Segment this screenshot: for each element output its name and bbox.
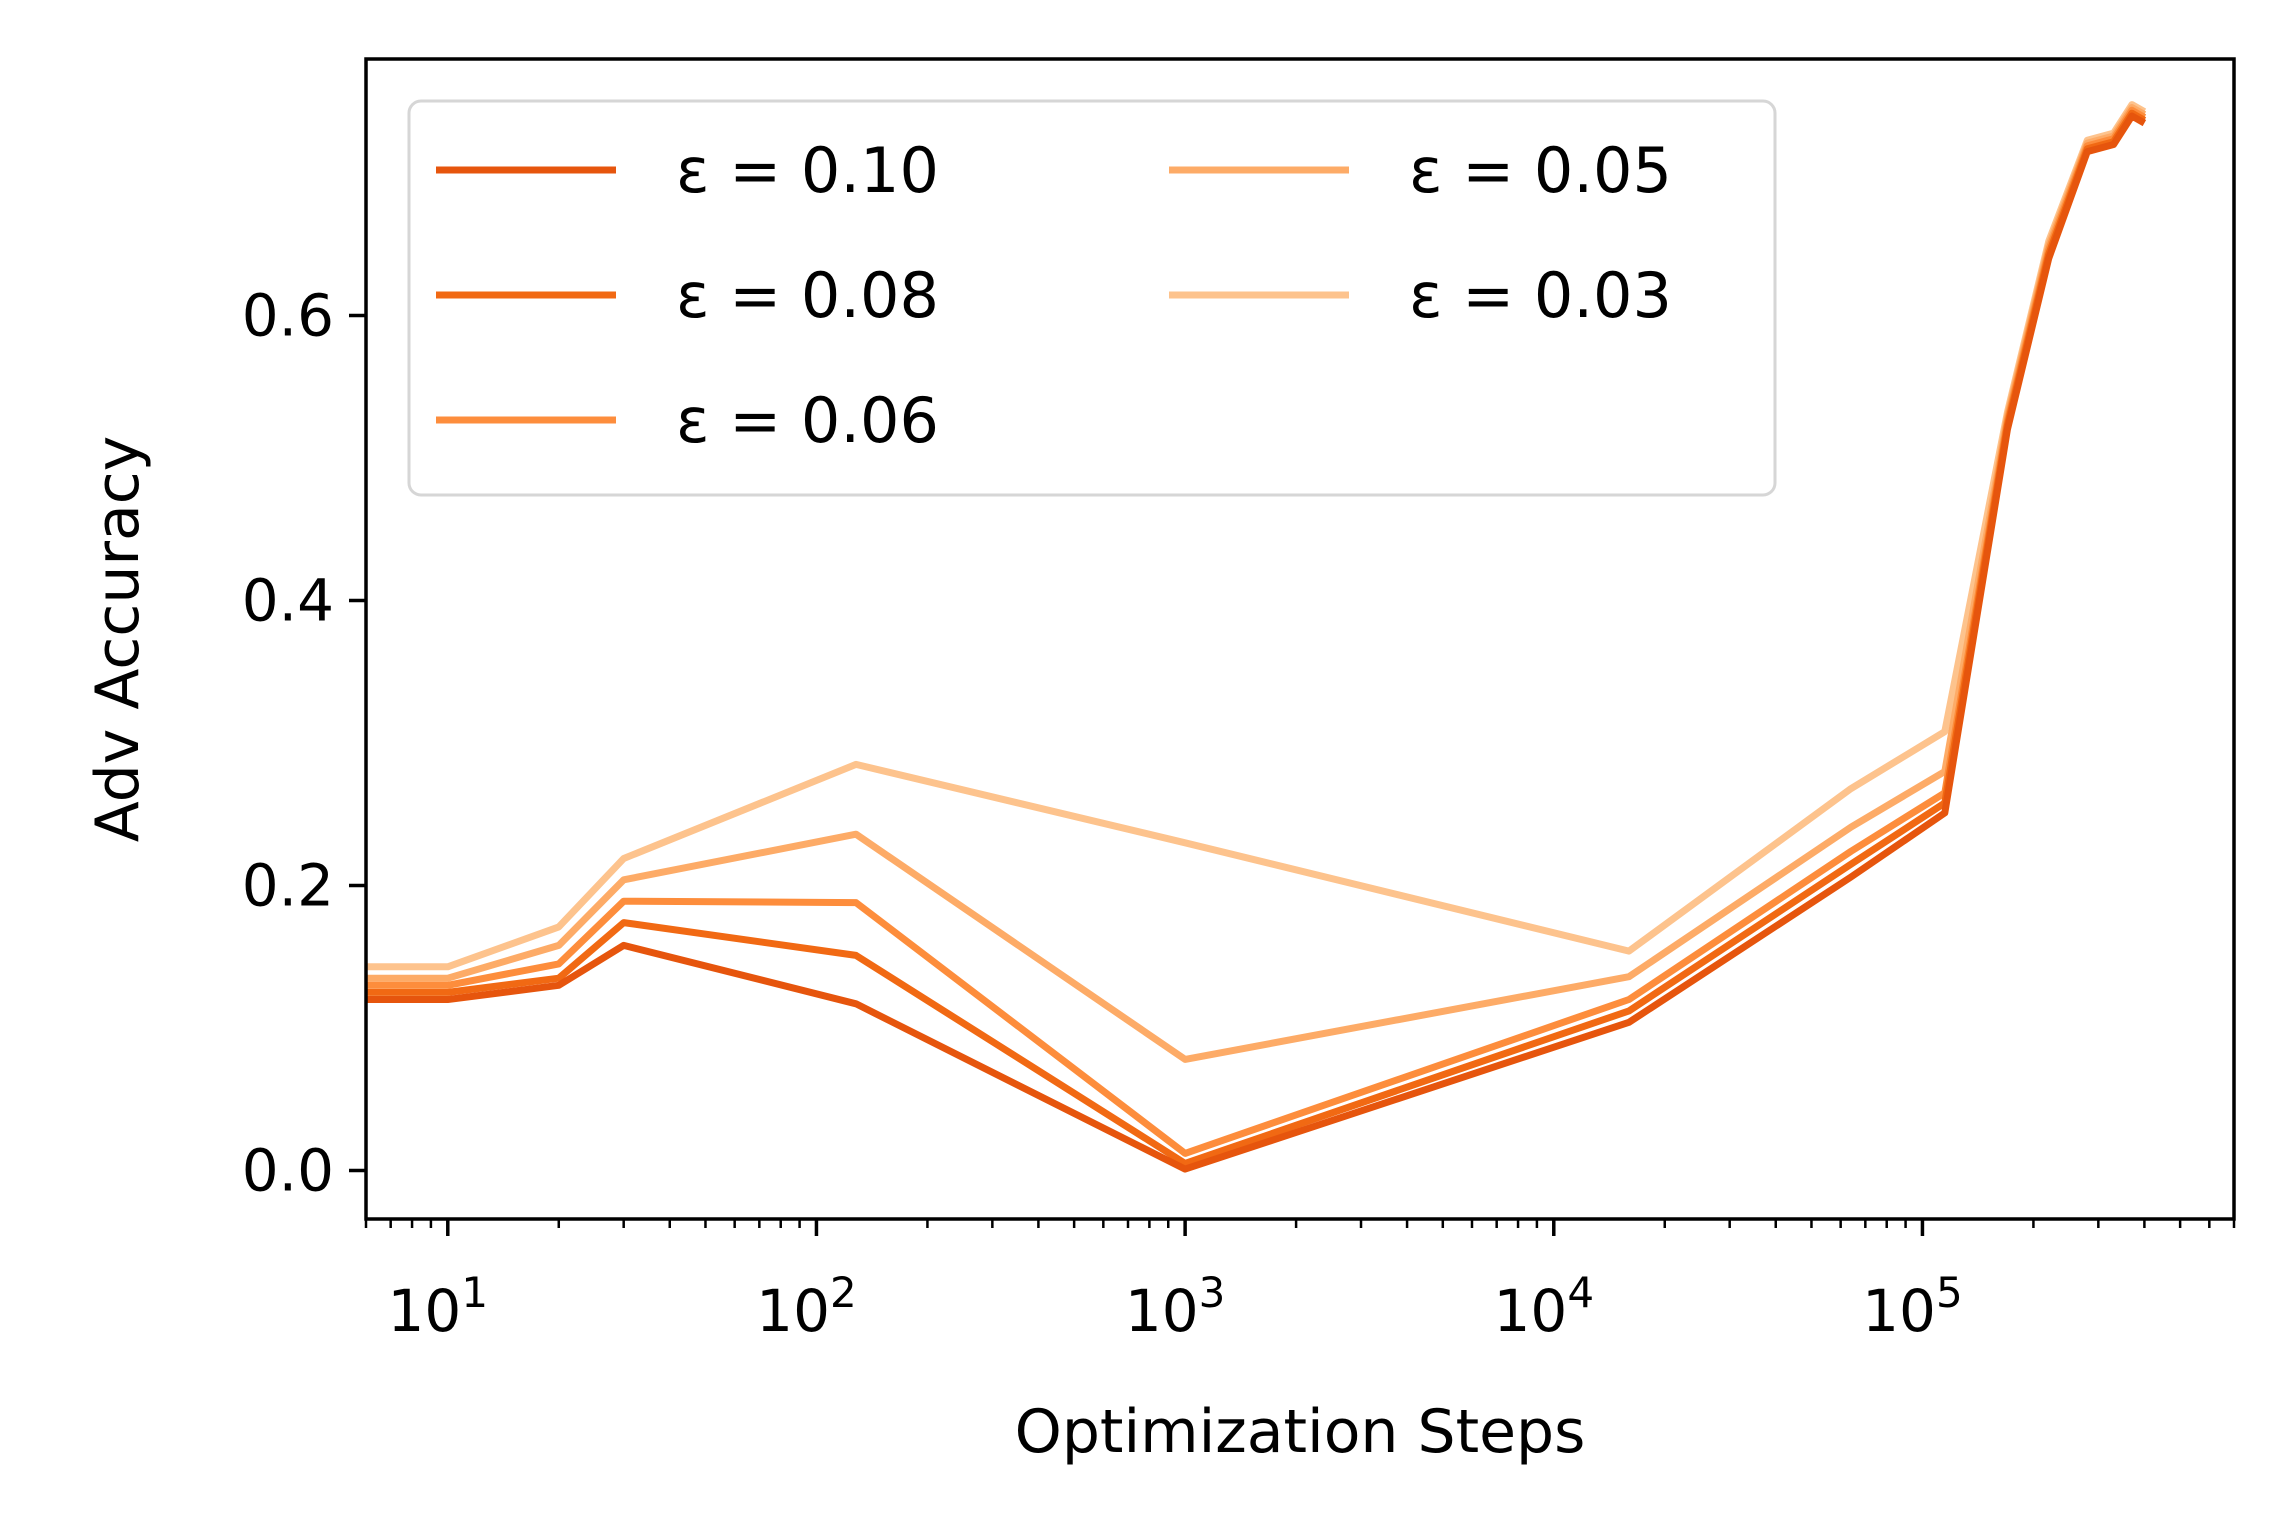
x-tick-label: 103 (1125, 1268, 1226, 1345)
y-axis-label: Adv Accuracy (83, 436, 153, 843)
x-axis-label: Optimization Steps (1015, 1397, 1586, 1467)
x-tick-label: 104 (1494, 1268, 1595, 1345)
legend-label: ε = 0.08 (676, 259, 939, 332)
legend-label: ε = 0.10 (676, 134, 939, 207)
x-tick-label: 105 (1862, 1268, 1963, 1345)
tick-labels: 101 102 103 104 105 0.0 0.2 0.4 0.6 (242, 282, 1963, 1345)
series-lines (366, 101, 2147, 1173)
y-tick-label: 0.4 (242, 567, 334, 635)
legend-frame (407, 99, 1777, 497)
y-tick-label: 0.0 (242, 1137, 334, 1205)
legend-label: ε = 0.03 (1409, 259, 1672, 332)
axis-ticks (349, 313, 2236, 1236)
legend-label: ε = 0.05 (1409, 134, 1672, 207)
legend-label: ε = 0.06 (676, 384, 939, 457)
plot-frame (364, 57, 2236, 1221)
x-tick-label: 101 (388, 1268, 489, 1345)
series-line-0 (366, 112, 2147, 1173)
x-tick-label: 102 (756, 1268, 857, 1345)
y-tick-label: 0.6 (242, 282, 334, 350)
legend: ε = 0.10 ε = 0.08 ε = 0.06 ε = 0.05 ε = 0.03 (407, 99, 1777, 497)
y-tick-label: 0.2 (242, 852, 334, 920)
